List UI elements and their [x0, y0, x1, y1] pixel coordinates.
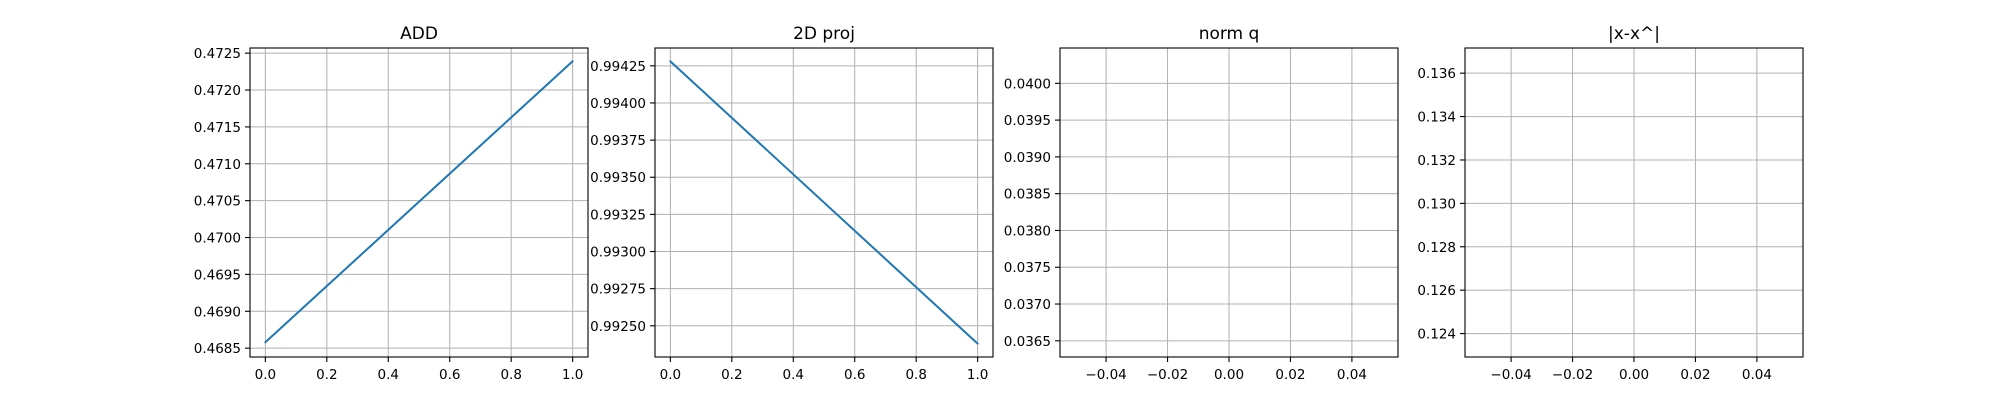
- y-tick-label: 0.0385: [1004, 187, 1051, 203]
- y-tick-label: 0.130: [1417, 196, 1456, 212]
- y-tick-label: 0.4715: [194, 120, 241, 136]
- x-tick-label: 0.4: [783, 367, 804, 383]
- y-tick-label: 0.4685: [194, 341, 241, 357]
- y-tick-label: 0.99300: [590, 245, 646, 261]
- y-tick-label: 0.4720: [194, 83, 241, 99]
- subplot-1: 0.0 0.2 0.4 0.6 0.8 1.0 0.4685 0.4690 0.4695 0.47…: [194, 24, 589, 383]
- subplot-title: 2D proj: [793, 24, 855, 44]
- subplot-title: |x-x^|: [1608, 24, 1660, 44]
- x-tick-label: −0.04: [1490, 367, 1531, 383]
- x-tick-label: 0.02: [1275, 367, 1305, 383]
- x-tick-label: 0.8: [500, 367, 521, 383]
- y-tick-label: 0.0375: [1004, 260, 1051, 276]
- y-tick-label: 0.4690: [194, 304, 241, 320]
- x-tick-label: 0.0: [255, 367, 276, 383]
- x-tick-label: 0.4: [378, 367, 399, 383]
- subplot-title: norm q: [1199, 24, 1260, 44]
- axes-frame: [249, 47, 589, 358]
- x-tick-label: −0.02: [1552, 367, 1593, 383]
- axes-frame: [654, 47, 994, 358]
- y-tick-label: 0.99275: [590, 282, 646, 298]
- y-tick-label: 0.4710: [194, 157, 241, 173]
- subplot-2: 0.0 0.2 0.4 0.6 0.8 1.0 0.99250 0.99275 0.99300 0…: [590, 24, 994, 383]
- y-tick-label: 0.99375: [590, 133, 646, 149]
- y-tick-label: 0.99400: [590, 96, 646, 112]
- y-tick-label: 0.134: [1417, 110, 1456, 126]
- y-tick-label: 0.4700: [194, 231, 241, 247]
- y-tick-label: 0.4725: [194, 46, 241, 62]
- y-tick-label: 0.132: [1417, 153, 1456, 169]
- y-tick-label: 0.136: [1417, 66, 1456, 82]
- x-tick-label: 0.6: [844, 367, 865, 383]
- y-tick-label: 0.99350: [590, 170, 646, 186]
- x-tick-label: 0.2: [721, 367, 742, 383]
- y-tick-label: 0.126: [1417, 283, 1456, 299]
- subplot-3: −0.04 −0.02 0.00 0.02 0.04 0.0365 0.0370 0.0375…: [1004, 24, 1399, 383]
- y-tick-label: 0.99325: [590, 207, 646, 223]
- x-tick-label: 1.0: [967, 367, 988, 383]
- y-tick-label: 0.0395: [1004, 113, 1051, 129]
- y-tick-label: 0.99425: [590, 59, 646, 75]
- x-tick-label: 0.04: [1742, 367, 1772, 383]
- y-tick-label: 0.4695: [194, 267, 241, 283]
- y-tick-label: 0.0380: [1004, 223, 1051, 239]
- y-tick-label: 0.128: [1417, 240, 1456, 256]
- series-line: [264, 60, 574, 344]
- x-tick-label: 0.00: [1619, 367, 1649, 383]
- subplot-title: ADD: [400, 24, 438, 44]
- x-tick-label: 0.8: [905, 367, 926, 383]
- y-tick-label: 0.124: [1417, 327, 1456, 343]
- y-tick-label: 0.99250: [590, 319, 646, 335]
- x-tick-label: 0.0: [660, 367, 681, 383]
- y-tick-label: 0.0400: [1004, 76, 1051, 92]
- x-tick-label: 0.02: [1680, 367, 1710, 383]
- x-tick-label: 0.00: [1214, 367, 1244, 383]
- x-tick-label: −0.02: [1147, 367, 1188, 383]
- x-tick-label: 1.0: [562, 367, 583, 383]
- y-tick-label: 0.4705: [194, 194, 241, 210]
- x-tick-label: −0.04: [1085, 367, 1126, 383]
- x-tick-label: 0.2: [316, 367, 337, 383]
- y-tick-label: 0.0365: [1004, 334, 1051, 350]
- series-line: [669, 60, 979, 345]
- y-tick-label: 0.0370: [1004, 297, 1051, 313]
- y-tick-label: 0.0390: [1004, 150, 1051, 166]
- x-tick-label: 0.04: [1337, 367, 1367, 383]
- subplot-4: −0.04 −0.02 0.00 0.02 0.04 0.124 0.126 0.128 0.1…: [1417, 24, 1804, 383]
- x-tick-label: 0.6: [439, 367, 460, 383]
